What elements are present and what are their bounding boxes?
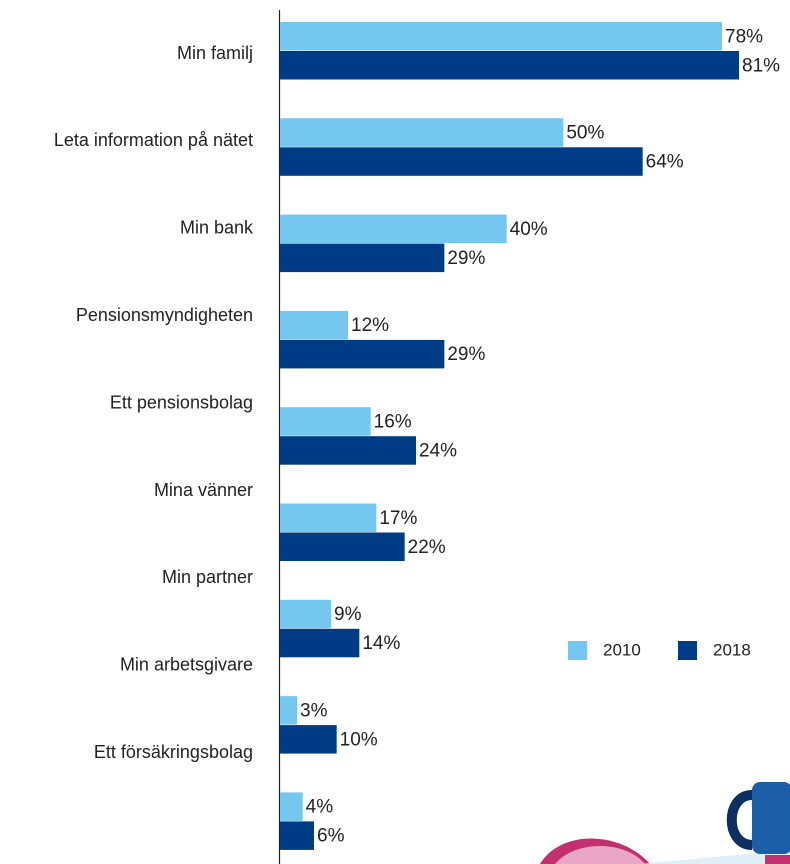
value-label: 9%	[334, 604, 362, 625]
bar	[280, 407, 371, 436]
legend-swatch	[678, 641, 697, 660]
value-label: 3%	[300, 700, 328, 721]
category-label: Min familj	[177, 43, 253, 63]
bar	[280, 147, 643, 176]
value-label: 16%	[374, 411, 412, 432]
bar	[280, 243, 445, 273]
category-label: Pensionsmyndigheten	[76, 305, 253, 325]
value-label: 29%	[447, 248, 485, 269]
bar	[280, 503, 377, 532]
value-label: 4%	[306, 797, 334, 818]
legend-swatch	[568, 641, 587, 660]
bar	[280, 696, 297, 725]
bar	[280, 725, 337, 754]
bar	[280, 339, 445, 369]
value-label: 81%	[742, 55, 780, 76]
category-label: Min partner	[162, 567, 253, 587]
value-label: 24%	[419, 440, 457, 461]
value-label: 6%	[317, 826, 345, 847]
bar	[280, 792, 303, 821]
legend-label: 2018	[713, 640, 751, 659]
value-label: 14%	[362, 633, 400, 654]
bar	[280, 22, 722, 51]
bar	[280, 436, 416, 465]
value-label: 10%	[340, 729, 378, 750]
value-label: 50%	[566, 123, 604, 144]
bar	[280, 599, 331, 629]
value-label: 64%	[646, 152, 684, 173]
value-label: 22%	[408, 537, 446, 558]
bar	[280, 310, 348, 340]
bar	[280, 821, 314, 850]
bar	[280, 628, 360, 658]
bar	[280, 118, 564, 147]
decoration	[540, 782, 790, 864]
legend-label: 2010	[603, 640, 641, 659]
category-label: Leta information på nätet	[54, 130, 253, 150]
value-label: 40%	[510, 219, 548, 240]
value-label: 17%	[379, 508, 417, 529]
value-label: 29%	[447, 344, 485, 365]
category-label: Ett pensionsbolag	[110, 392, 253, 412]
value-label: 78%	[725, 26, 763, 47]
bar	[280, 51, 739, 80]
bar	[280, 214, 507, 244]
category-label: Mina vänner	[154, 480, 253, 500]
category-label: Min arbetsgivare	[120, 655, 253, 675]
bar	[280, 532, 405, 561]
value-label: 12%	[351, 315, 389, 336]
category-label: Min bank	[180, 218, 254, 238]
category-label: Ett försäkringsbolag	[94, 742, 253, 762]
